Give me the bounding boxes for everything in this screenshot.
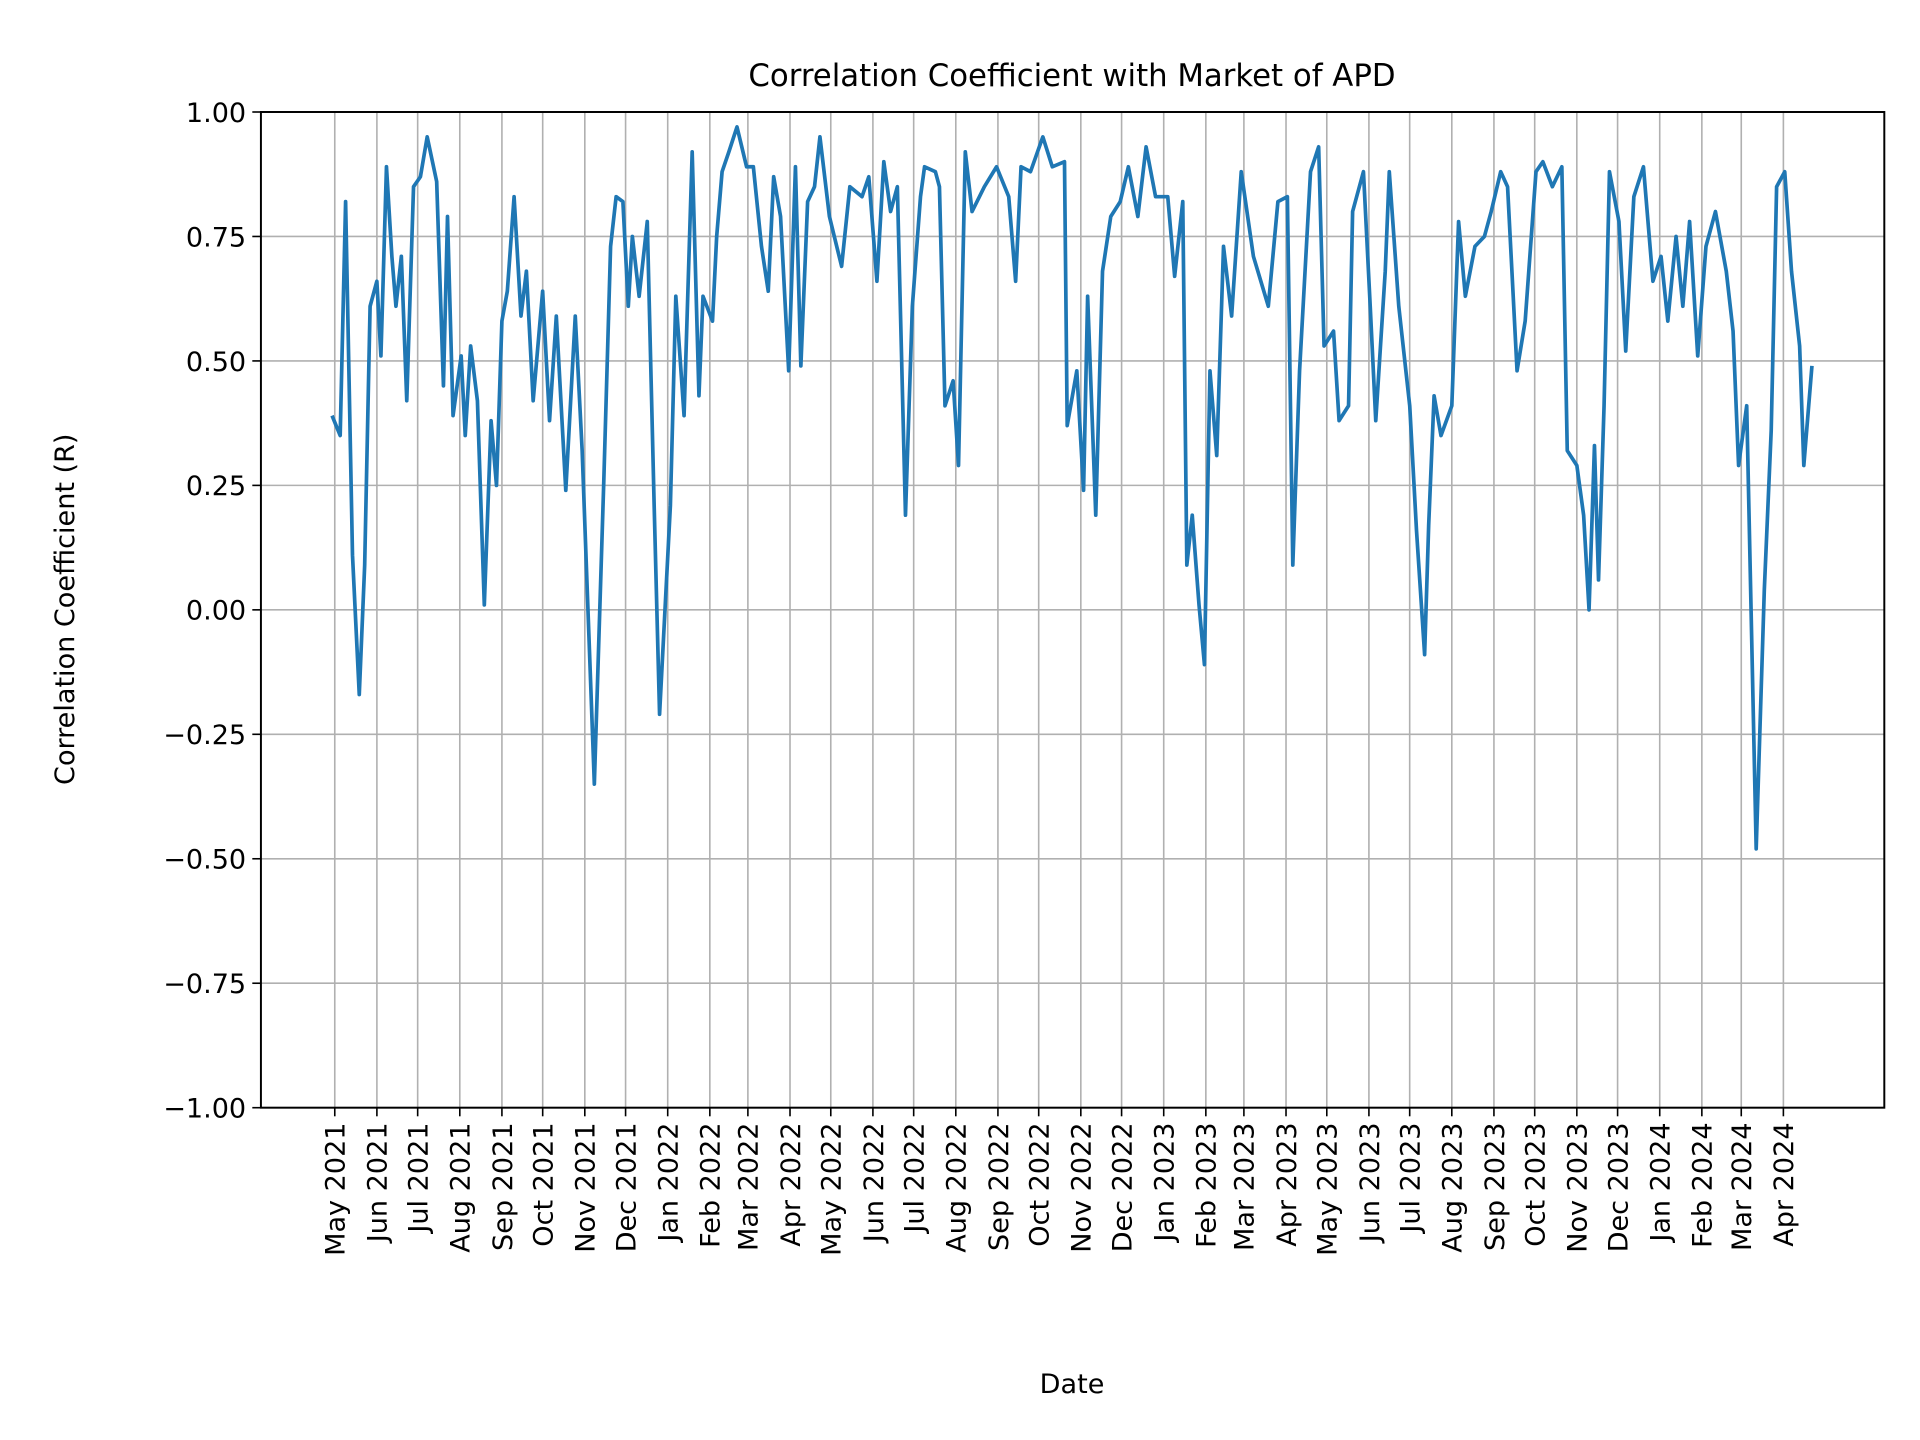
x-tick-label: Feb 2022 (696, 1122, 727, 1247)
y-tick-label: 0.50 (186, 347, 246, 378)
y-tick-label: 1.00 (186, 98, 246, 129)
x-tick-label: Nov 2021 (571, 1122, 602, 1252)
y-tick-label: 0.25 (186, 471, 246, 502)
x-tick-label: Sep 2021 (488, 1122, 519, 1250)
x-tick-label: Dec 2021 (611, 1122, 642, 1252)
x-tick-label: May 2023 (1313, 1122, 1344, 1255)
chart-title: Correlation Coefficient with Market of A… (748, 58, 1395, 94)
x-tick-label: Jan 2023 (1150, 1122, 1181, 1243)
x-tick-label: Jul 2022 (900, 1122, 931, 1234)
x-tick-label: Mar 2024 (1727, 1122, 1758, 1251)
x-tick-label: Dec 2023 (1603, 1122, 1634, 1252)
x-tick-label: Jun 2022 (859, 1122, 890, 1244)
x-tick-label: May 2021 (321, 1122, 352, 1255)
x-tick-label: Apr 2022 (776, 1122, 807, 1246)
x-tick-label: Jun 2021 (363, 1122, 394, 1244)
x-tick-label: Dec 2022 (1107, 1122, 1138, 1252)
x-tick-label: Mar 2022 (734, 1122, 765, 1251)
x-tick-label: Jun 2023 (1355, 1122, 1386, 1244)
x-tick-label: Jul 2023 (1396, 1122, 1427, 1234)
x-tick-label: Aug 2021 (446, 1122, 477, 1252)
x-tick-label: Feb 2023 (1192, 1122, 1223, 1247)
x-tick-label: Oct 2022 (1025, 1122, 1056, 1246)
x-tick-label: Apr 2024 (1769, 1122, 1800, 1246)
x-tick-label: Oct 2021 (529, 1122, 560, 1246)
y-tick-label: 0.00 (186, 596, 246, 627)
x-tick-label: Mar 2023 (1230, 1122, 1261, 1251)
x-tick-label: Apr 2023 (1272, 1122, 1303, 1246)
x-tick-label: Sep 2023 (1480, 1122, 1511, 1250)
y-tick-label: −0.75 (163, 969, 246, 1000)
y-tick-label: −0.50 (163, 845, 246, 876)
x-tick-label: Jan 2024 (1646, 1122, 1677, 1243)
x-tick-label: Oct 2023 (1521, 1122, 1552, 1246)
x-tick-label: Nov 2023 (1563, 1122, 1594, 1252)
x-tick-label: Feb 2024 (1688, 1122, 1719, 1247)
x-tick-label: Jul 2021 (404, 1122, 435, 1234)
y-tick-label: 0.75 (186, 222, 246, 253)
y-tick-label: −1.00 (163, 1094, 246, 1125)
y-tick-label: −0.25 (163, 720, 246, 751)
x-tick-label: Nov 2022 (1067, 1122, 1098, 1252)
x-tick-label: Aug 2023 (1438, 1122, 1469, 1252)
x-tick-label: Sep 2022 (984, 1122, 1015, 1250)
x-axis-label: Date (1040, 1369, 1105, 1400)
x-tick-label: Aug 2022 (942, 1122, 973, 1252)
x-tick-label: Jan 2022 (654, 1122, 685, 1243)
y-axis-label: Correlation Coefficient (R) (50, 434, 81, 785)
x-tick-label: May 2022 (817, 1122, 848, 1255)
series-line (330, 125, 1814, 851)
